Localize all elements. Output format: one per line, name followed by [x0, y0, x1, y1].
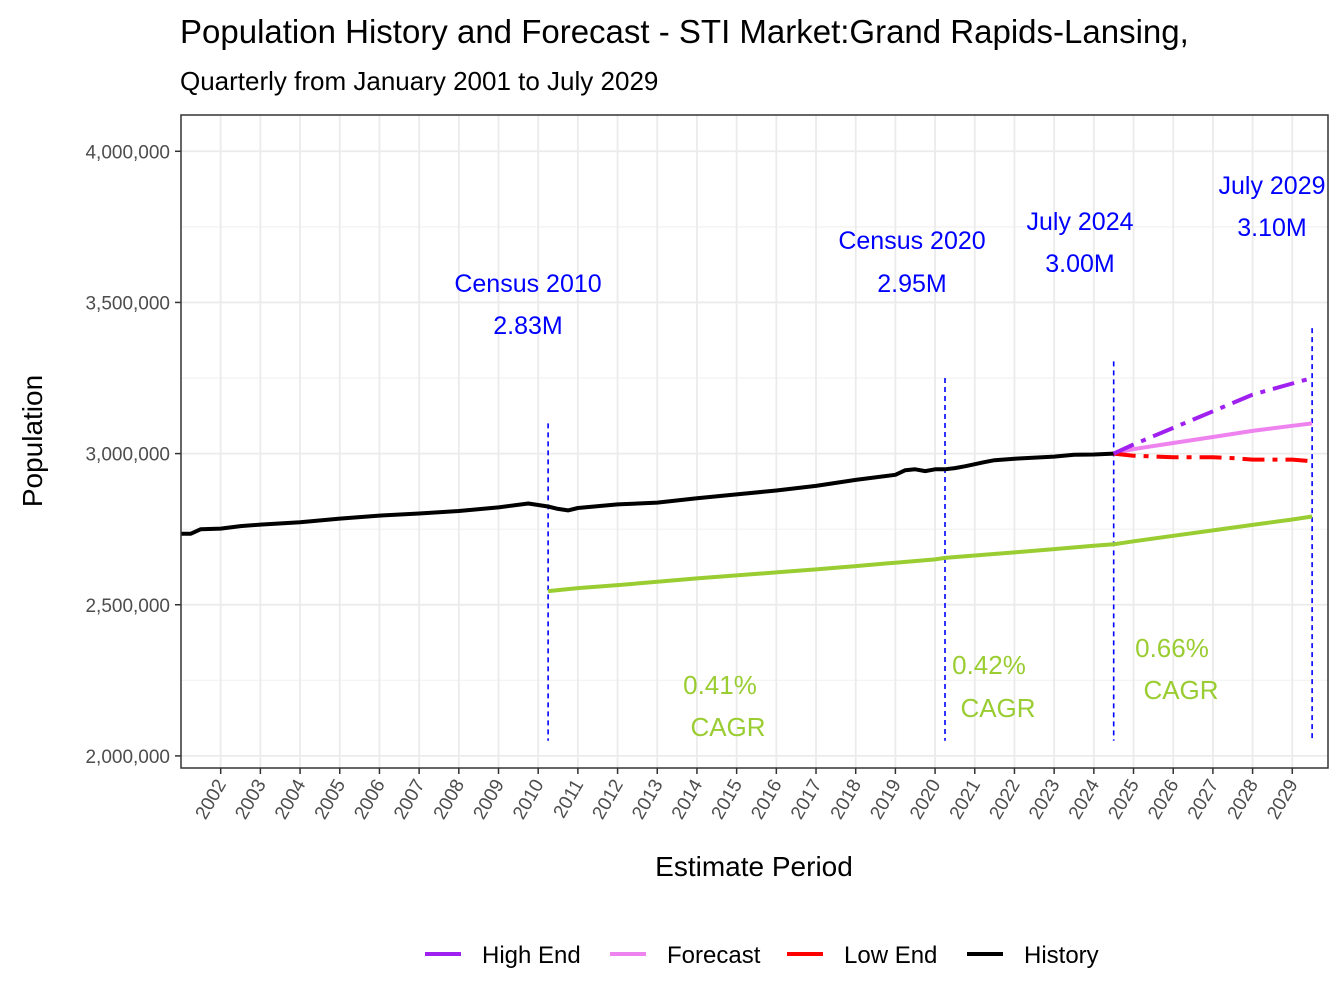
grid-lines — [181, 115, 1328, 768]
y-tick-label: 2,000,000 — [85, 747, 170, 768]
x-tick-label: 2007 — [390, 776, 429, 823]
y-tick-label: 4,000,000 — [85, 142, 170, 163]
x-tick-label: 2010 — [509, 776, 548, 823]
series-line-history — [181, 451, 1114, 536]
y-tick-label: 3,000,000 — [85, 445, 170, 466]
x-tick-label: 2004 — [271, 776, 311, 823]
legend: High End Forecast Low End History — [425, 942, 1099, 969]
x-tick-label: 2013 — [628, 776, 667, 823]
x-axis: 2002 2003 2004 2005 2006 2007 2008 2009 2010 2011… — [192, 768, 1303, 823]
x-tick-label: 2009 — [470, 776, 509, 823]
x-tick-label: 2027 — [1184, 776, 1223, 823]
x-tick-label: 2019 — [866, 776, 905, 823]
x-tick-label: 2029 — [1263, 776, 1302, 823]
x-tick-label: 2023 — [1025, 776, 1064, 823]
legend-label: High End — [482, 942, 581, 969]
reference-value-label: 2.95M — [877, 270, 946, 298]
cagr-unit: CAGR — [960, 693, 1035, 723]
x-tick-label: 2021 — [946, 776, 985, 823]
x-tick-label: 2005 — [311, 776, 350, 823]
reference-label: Census 2020 — [838, 227, 985, 255]
cagr-annotations: 0.41% CAGR 0.42% CAGR 0.66% CAGR — [683, 633, 1218, 742]
legend-label: Forecast — [667, 942, 761, 969]
reference-annotations: Census 2010 2.83M Census 2020 2.95M July 202… — [454, 172, 1325, 340]
x-tick-label: 2012 — [589, 776, 628, 823]
x-tick-label: 2006 — [350, 776, 389, 823]
series-line-low-end — [1113, 451, 1313, 464]
x-tick-label: 2015 — [708, 776, 747, 823]
reference-label: July 2024 — [1026, 208, 1133, 236]
plot-border — [180, 114, 1329, 769]
series-lines — [181, 376, 1313, 594]
cagr-unit: CAGR — [690, 712, 765, 742]
x-tick-label: 2016 — [747, 776, 786, 823]
cagr-value: 0.41% — [683, 670, 757, 700]
x-tick-label: 2028 — [1224, 776, 1263, 823]
legend-label: Low End — [844, 942, 937, 969]
x-tick-label: 2024 — [1065, 776, 1105, 823]
x-tick-label: 2002 — [192, 776, 231, 823]
series-line-cagr-trend — [547, 514, 1313, 594]
y-tick-label: 2,500,000 — [85, 596, 170, 617]
chart-subtitle: Quarterly from January 2001 to July 2029 — [180, 66, 658, 96]
x-axis-title: Estimate Period — [655, 851, 853, 882]
plot-background — [181, 115, 1328, 768]
legend-label: History — [1024, 942, 1099, 969]
chart-title: Population History and Forecast - STI Ma… — [180, 13, 1189, 50]
x-tick-label: 2017 — [787, 776, 826, 823]
x-tick-label: 2008 — [430, 776, 469, 823]
x-tick-label: 2003 — [231, 776, 270, 823]
reference-value-label: 3.10M — [1237, 214, 1306, 242]
reference-value-label: 3.00M — [1045, 250, 1114, 278]
y-axis-title: Population — [17, 375, 48, 507]
x-tick-label: 2018 — [827, 776, 866, 823]
cagr-value: 0.66% — [1135, 633, 1209, 663]
reference-value-label: 2.83M — [493, 312, 562, 340]
x-tick-label: 2014 — [668, 776, 708, 823]
x-tick-label: 2022 — [985, 776, 1024, 823]
x-tick-label: 2026 — [1144, 776, 1183, 823]
series-line-forecast — [1113, 421, 1313, 456]
x-tick-label: 2020 — [906, 776, 945, 823]
y-axis: 2,000,000 2,500,000 3,000,000 3,500,000 4,00… — [85, 142, 181, 768]
x-tick-label: 2025 — [1105, 776, 1144, 823]
reference-label: Census 2010 — [454, 270, 601, 298]
reference-label: July 2029 — [1218, 172, 1325, 200]
series-line-high-end — [1112, 376, 1313, 456]
y-tick-label: 3,500,000 — [85, 293, 170, 314]
x-tick-label: 2011 — [550, 776, 589, 822]
cagr-value: 0.42% — [952, 650, 1026, 680]
cagr-unit: CAGR — [1143, 675, 1218, 705]
